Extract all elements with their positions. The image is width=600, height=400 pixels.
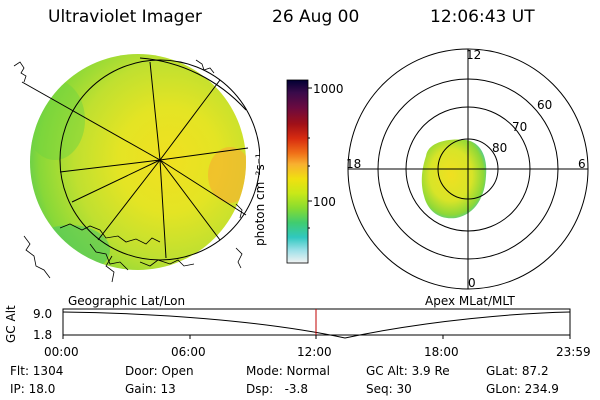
geographic-caption: Geographic Lat/Lon (68, 294, 186, 308)
time-tick-1800: 18:00 (424, 345, 459, 359)
polar-grid (347, 48, 589, 290)
colorbar-label: photon cm⁻²s⁻¹ (253, 153, 267, 246)
status-flt: Flt: 1304 (10, 364, 64, 378)
status-ip: IP: 18.0 (10, 382, 56, 396)
colorbar-tick-1000: 1000 (313, 82, 344, 96)
polar-emission (421, 139, 487, 219)
status-gain: Gain: 13 (125, 382, 176, 396)
status-glon: GLon: 234.9 (486, 382, 559, 396)
altitude-curve (62, 311, 571, 339)
geo-coastlines (13, 59, 243, 283)
time-label: 12:06:43 UT (430, 7, 535, 27)
mlt-label-18: 18 (346, 157, 362, 171)
mlat-label-60: 60 (537, 98, 553, 112)
altitude-ylabel: GC Alt (4, 305, 18, 343)
date-label: 26 Aug 00 (272, 7, 360, 27)
apex-caption: Apex MLat/MLT (425, 294, 515, 308)
mlat-label-80: 80 (492, 141, 508, 155)
geo-emission-disk (30, 54, 246, 270)
time-tick-0600: 06:00 (171, 345, 206, 359)
status-glat: GLat: 87.2 (486, 364, 549, 378)
polar-plot (347, 48, 589, 290)
instrument-title: Ultraviolet Imager (48, 7, 202, 27)
mlat-label-70: 70 (512, 120, 528, 134)
status-seq: Seq: 30 (366, 382, 412, 396)
status-door: Door: Open (125, 364, 194, 378)
mlt-label-0: 0 (468, 276, 476, 290)
geographic-image (13, 54, 260, 283)
status-dsp: Dsp: -3.8 (246, 382, 309, 396)
time-tick-0000: 00:00 (44, 345, 79, 359)
mlt-label-12: 12 (466, 48, 482, 62)
time-tick-1200: 12:00 (297, 345, 332, 359)
altitude-plot (62, 308, 571, 339)
altitude-ytick-max: 9.0 (33, 307, 53, 321)
colorbar-tick-100: 100 (313, 195, 336, 209)
colorbar (286, 79, 312, 264)
mlt-label-6: 6 (578, 157, 586, 171)
geo-graticule (21, 57, 260, 261)
status-mode: Mode: Normal (246, 364, 330, 378)
altitude-ytick-min: 1.8 (33, 328, 53, 342)
time-tick-2359: 23:59 (556, 345, 591, 359)
status-gcalt: GC Alt: 3.9 Re (366, 364, 450, 378)
